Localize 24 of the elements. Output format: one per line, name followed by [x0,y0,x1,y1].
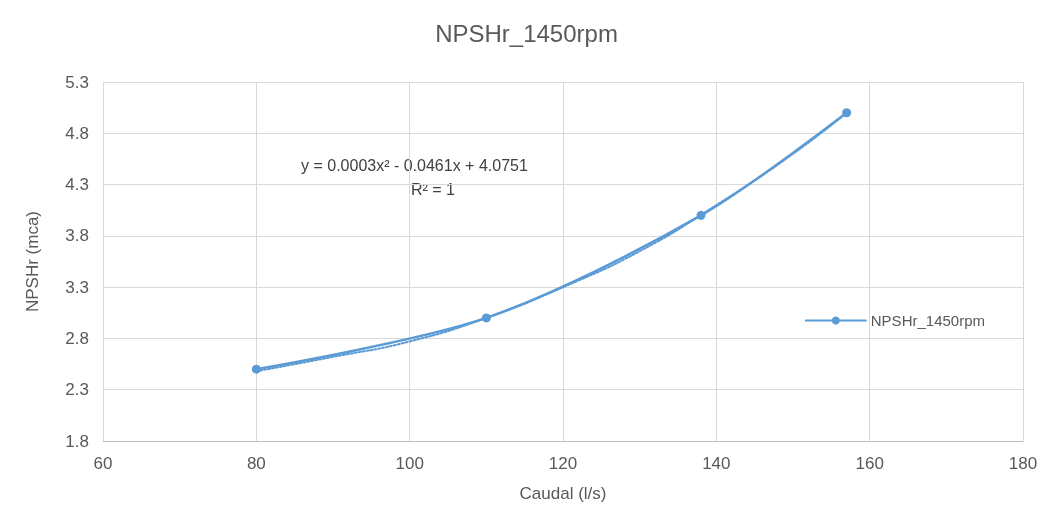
y-tick-label: 4.8 [65,123,89,143]
x-tick-label: 60 [93,454,113,473]
y-axis-title: NPSHr (mca) [23,210,42,313]
x-axis-title: Caudal (l/s) [519,484,607,503]
y-tick-label: 3.3 [65,277,89,297]
y-tick-label: 4.3 [65,175,89,195]
x-tick-label: 140 [702,454,731,473]
x-tick-label: 180 [1008,454,1038,473]
chart-title: NPSHr_1450rpm [435,19,618,47]
point [481,313,491,323]
point [696,210,706,220]
x-tick-label: 120 [548,454,578,473]
annotation: y = 0.0003x² - 0.0461x + 4.0751 [301,156,528,174]
x-tick-label: 100 [395,454,424,473]
y-tick-label: 2.8 [65,328,89,348]
y-tick-label: 5.3 [65,72,89,92]
legend-label: NPSHr_1450rpm [870,312,985,329]
x-tick-label: 80 [246,454,266,473]
point [251,364,261,374]
x-tick-label: 160 [855,454,884,473]
y-tick-label: 3.8 [65,226,89,246]
y-tick-label: 2.3 [65,380,89,400]
y-tick-label: 1.8 [65,431,89,451]
point [842,108,852,118]
